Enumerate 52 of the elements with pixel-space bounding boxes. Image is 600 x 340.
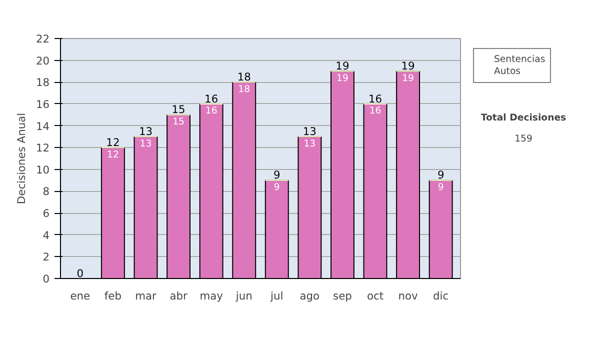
total-label: 16 [204,92,218,106]
total-label: 16 [368,92,382,106]
data-label: 18 [238,84,250,95]
x-tick-label: jul [270,290,284,302]
total-label: 18 [237,70,252,84]
total-label: 13 [302,125,316,138]
y-axis-title: Decisiones Anual [14,112,28,204]
total-label: 12 [106,136,120,149]
y-tick-label: 10 [36,163,50,176]
x-tick-label: oct [366,290,384,302]
x-tick-label: abr [170,290,188,302]
y-tick-label: 18 [36,76,50,90]
data-label: 15 [172,116,185,128]
total-label: 9 [437,168,444,182]
x-tick-label: mar [135,290,158,302]
x-tick-label: sep [333,290,352,302]
data-label: 9 [274,182,280,194]
x-tick-label: may [200,290,223,302]
data-label: 13 [140,138,152,150]
y-tick-label: 6 [42,207,50,220]
total-label: 0 [76,266,84,280]
text: Total Decisiones [480,112,567,124]
text: Sentencias [494,54,546,65]
data-label: 16 [369,106,382,117]
y-tick-label: 4 [42,228,50,242]
y-tick-label: 14 [36,120,50,133]
data-label: 19 [402,72,414,84]
text: Autos [494,66,521,77]
y-tick-label: 22 [36,32,50,46]
total-label: 15 [172,103,186,116]
data-label: 12 [107,149,119,160]
total-label: 13 [138,125,153,138]
x-tick-label: nov [398,290,418,302]
total-label: 19 [401,60,416,73]
y-tick-label: 16 [36,98,50,111]
x-tick-label: feb [104,290,122,302]
data-label: 13 [304,138,316,150]
y-tick-label: 20 [36,54,50,68]
y-tick-label: 12 [36,142,50,155]
x-tick-label: jun [234,290,252,302]
x-tick-label: ago [300,290,320,302]
x-tick-label: ene [70,290,90,302]
y-tick-label: 2 [42,250,50,264]
total-label: 19 [336,60,350,73]
data-label: 19 [336,72,348,84]
x-tick-label: dic [433,290,449,302]
data-label: 9 [438,182,444,194]
y-tick-label: 8 [42,185,50,198]
data-label: 16 [205,106,218,117]
text: 159 [514,134,532,144]
total-label: 9 [274,168,281,182]
y-tick-label: 0 [42,272,50,286]
